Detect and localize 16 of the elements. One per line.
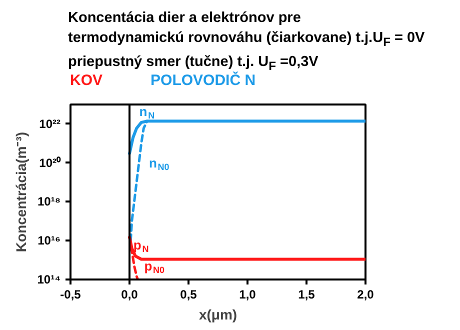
chart-title: Koncentácia dier a elektrónov pre termodynamickú rovnováhu (čiarkovane) t.j.U$_{F}$ = 0V priepustný smer (tučne) t.j. U$_{F}$ =0,3V <box>68 10 425 73</box>
text: POLOVODIČ N <box>150 70 256 91</box>
y-tick-label: 10¹⁴ <box>37 272 61 286</box>
x-tick-label: 1,0 <box>239 288 256 302</box>
x-tick-label: 1,5 <box>298 288 316 302</box>
x-axis-title: x(μm) <box>198 306 238 322</box>
x-tick-label: -0,5 <box>60 288 82 302</box>
text: KOV <box>70 71 103 91</box>
x-tick-label: 0,5 <box>180 288 198 302</box>
x-tick-label: 2,0 <box>357 288 374 302</box>
y-tick-label: 10¹⁸ <box>37 194 60 209</box>
y-tick-label: 10²² <box>39 116 61 131</box>
x-tick-label: 0,0 <box>121 288 138 302</box>
y-tick-label: 10¹⁶ <box>38 234 61 248</box>
y-tick-label: 10²⁰ <box>39 156 62 170</box>
y-axis-title: Koncentrácia(m⁻³) <box>13 132 30 252</box>
